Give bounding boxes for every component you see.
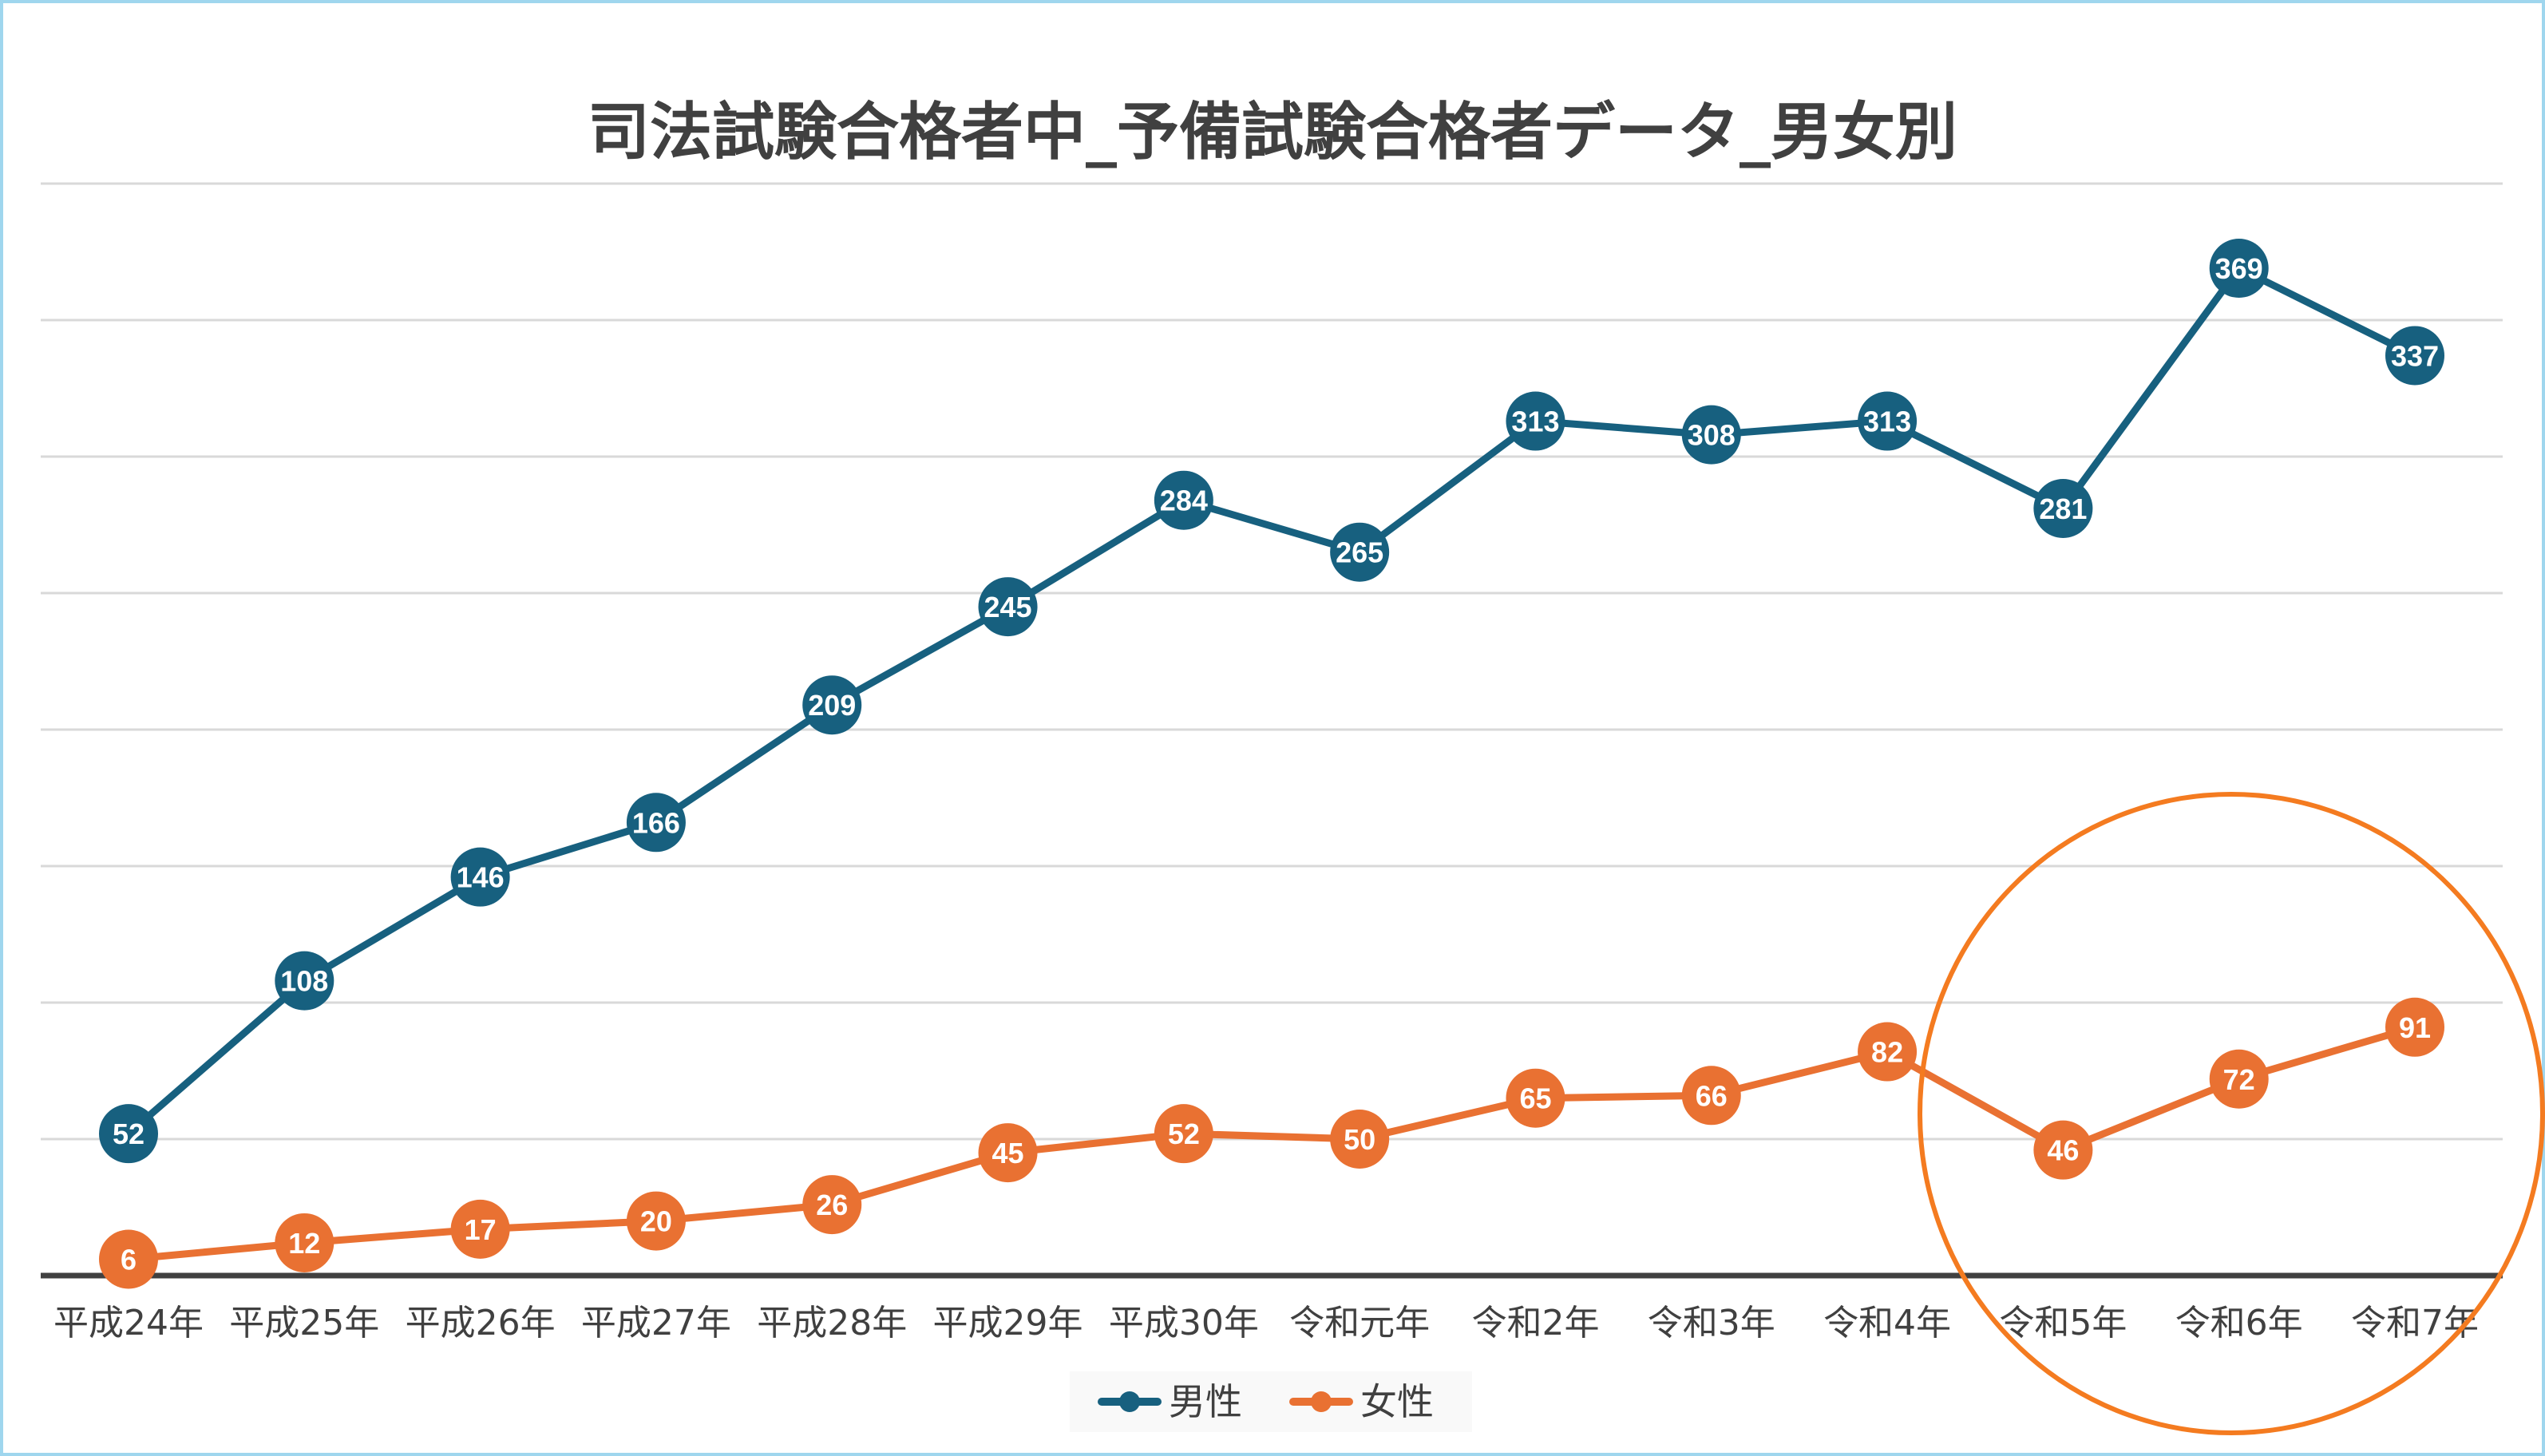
data-point-marker: [1506, 391, 1565, 451]
data-point-marker: [1858, 1022, 1918, 1082]
data-label: 72: [2223, 1063, 2255, 1096]
x-tick-label: 令和3年: [1648, 1303, 1775, 1343]
data-label: 108: [280, 965, 328, 998]
x-tick-label: 令和5年: [1999, 1303, 2127, 1343]
data-point-marker: [1858, 391, 1918, 451]
legend-label: 男性: [1169, 1380, 1242, 1423]
data-point-marker: [1330, 1110, 1390, 1169]
data-point-marker: [2033, 1120, 2093, 1180]
data-label: 313: [1863, 406, 1911, 438]
data-label: 265: [1336, 536, 1383, 569]
x-tick-label: 平成28年: [757, 1303, 907, 1343]
data-point-marker: [2033, 478, 2093, 538]
x-tick-label: 平成25年: [229, 1303, 379, 1343]
data-label: 245: [984, 591, 1031, 623]
data-point-marker: [802, 675, 862, 735]
data-label: 52: [113, 1118, 144, 1150]
data-point-marker: [1506, 1068, 1565, 1128]
data-label: 82: [1871, 1036, 1903, 1069]
series-male: 52 108 146 166 209 245 284 265 313 308 313 281 369 33…: [99, 239, 2444, 1164]
legend-marker-icon: [1311, 1391, 1332, 1412]
data-point-marker: [1681, 405, 1741, 465]
data-point-marker: [978, 1123, 1038, 1183]
data-label: 20: [640, 1205, 672, 1238]
data-point-marker: [1681, 1066, 1741, 1126]
data-label: 45: [992, 1137, 1024, 1169]
x-tick-label: 令和元年: [1289, 1303, 1430, 1343]
legend: 男性 女性: [1070, 1371, 1472, 1432]
data-label: 26: [816, 1189, 848, 1221]
legend-marker-icon: [1119, 1391, 1140, 1412]
data-point-marker: [1154, 470, 1213, 530]
data-point-marker: [2209, 1049, 2269, 1109]
data-label: 17: [465, 1213, 497, 1246]
data-point-marker: [450, 847, 510, 907]
x-tick-label: 令和4年: [1823, 1303, 1951, 1343]
data-label: 369: [2215, 252, 2263, 285]
x-tick-label: 平成24年: [53, 1303, 204, 1343]
data-label: 284: [1160, 485, 1208, 517]
data-point-marker: [802, 1175, 862, 1235]
data-label: 337: [2391, 339, 2439, 372]
data-point-marker: [275, 1213, 334, 1272]
x-tick-label: 令和6年: [2175, 1303, 2303, 1343]
data-point-marker: [626, 1191, 686, 1251]
data-label: 52: [1168, 1118, 1200, 1150]
data-label: 281: [2039, 493, 2087, 525]
highlight-circle-annotation: [1918, 792, 2545, 1435]
x-tick-label: 令和2年: [1471, 1303, 1599, 1343]
data-point-marker: [2209, 239, 2269, 299]
data-label: 6: [121, 1243, 137, 1276]
data-label: 146: [457, 861, 505, 894]
data-point-marker: [99, 1104, 158, 1164]
data-point-marker: [2385, 997, 2444, 1057]
series-female: 6 12 17 20 26 45 52 50 65 66 82 46 72 91: [99, 997, 2444, 1289]
data-point-marker: [1154, 1104, 1213, 1164]
x-tick-label: 平成30年: [1109, 1303, 1259, 1343]
series-line: [126, 264, 2417, 1137]
data-label: 50: [1344, 1123, 1375, 1156]
data-label: 46: [2047, 1134, 2079, 1167]
x-tick-label: 平成27年: [581, 1303, 731, 1343]
data-label: 91: [2399, 1011, 2431, 1044]
data-label: 12: [288, 1227, 320, 1260]
x-tick-label: 平成26年: [406, 1303, 556, 1343]
data-label: 209: [808, 689, 856, 722]
data-point-marker: [978, 577, 1038, 637]
data-point-marker: [99, 1229, 158, 1289]
data-point-marker: [626, 793, 686, 853]
data-label: 66: [1696, 1079, 1728, 1112]
data-label: 308: [1688, 419, 1736, 452]
data-point-marker: [2385, 326, 2444, 386]
data-label: 166: [632, 806, 680, 839]
x-tick-label: 平成29年: [933, 1303, 1083, 1343]
data-point-marker: [450, 1199, 510, 1259]
x-tick-label: 令和7年: [2351, 1303, 2479, 1343]
legend-label: 女性: [1360, 1380, 1434, 1423]
chart-title: 司法試験合格者中_予備試験合格者データ_男女別: [588, 97, 1957, 168]
data-point-marker: [275, 951, 334, 1011]
data-label: 313: [1511, 406, 1559, 438]
data-point-marker: [1330, 522, 1390, 582]
data-label: 65: [1519, 1082, 1551, 1115]
